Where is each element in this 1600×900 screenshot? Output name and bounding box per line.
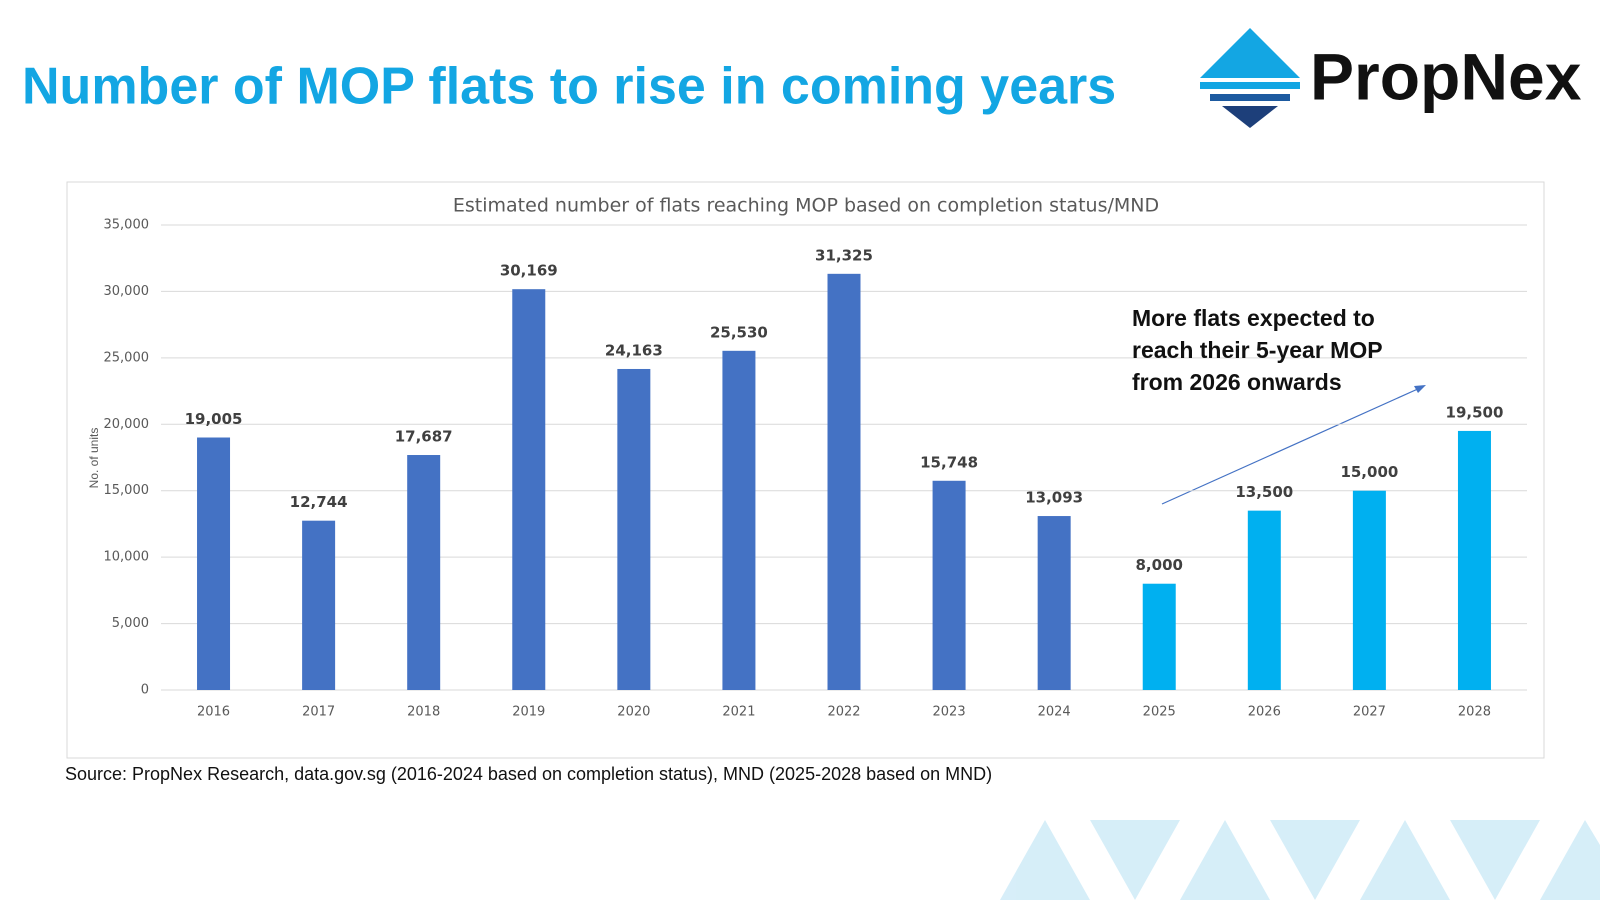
- logo-text: PropNex: [1310, 39, 1582, 113]
- annotation: More flats expected to: [1132, 305, 1375, 331]
- annotation: from 2026 onwards: [1132, 369, 1342, 395]
- bar: [1247, 510, 1281, 690]
- slide-title: Number of MOP flats to rise in coming ye…: [22, 58, 1116, 116]
- value-label: 15,000: [1340, 463, 1398, 481]
- y-tick-label: 35,000: [104, 218, 150, 233]
- chart-frame: [66, 181, 1545, 759]
- value-label: 19,500: [1446, 403, 1504, 421]
- x-tick-label: 2026: [1248, 705, 1281, 720]
- decoration: [1000, 820, 1600, 900]
- bar: [302, 520, 336, 690]
- x-tick-label: 2017: [302, 705, 335, 720]
- value-label: 15,748: [920, 453, 978, 471]
- value-label: 31,325: [815, 246, 873, 264]
- y-tick-label: 15,000: [104, 483, 150, 498]
- bar: [1352, 490, 1386, 690]
- x-tick-label: 2025: [1143, 705, 1176, 720]
- bar: [1037, 516, 1071, 690]
- value-label: 25,530: [710, 323, 768, 341]
- x-tick-label: 2016: [197, 705, 230, 720]
- bar: [827, 273, 861, 690]
- annotation: reach their 5-year MOP: [1132, 337, 1383, 363]
- bar: [512, 289, 546, 690]
- value-label: 24,163: [605, 341, 663, 359]
- x-tick-label: 2021: [722, 705, 755, 720]
- y-tick-label: 20,000: [104, 417, 150, 432]
- bar: [1457, 430, 1491, 690]
- logo-mark: [1200, 28, 1300, 128]
- y-tick-label: 5,000: [112, 616, 149, 631]
- bar: [617, 368, 651, 690]
- bar: [1142, 583, 1176, 690]
- y-tick-label: 30,000: [104, 284, 150, 299]
- bar: [722, 350, 756, 690]
- chart-title: Estimated number of flats reaching MOP b…: [453, 195, 1159, 217]
- x-tick-label: 2020: [617, 705, 650, 720]
- x-tick-label: 2027: [1353, 705, 1386, 720]
- x-tick-label: 2024: [1038, 705, 1071, 720]
- arrow-head: [1414, 385, 1426, 393]
- y-tick-label: 25,000: [104, 350, 150, 365]
- source-note: Source: PropNex Research, data.gov.sg (2…: [65, 764, 992, 784]
- x-tick-label: 2022: [827, 705, 860, 720]
- x-tick-label: 2023: [933, 705, 966, 720]
- y-axis-label: No. of units: [87, 428, 101, 489]
- bar: [197, 437, 231, 690]
- value-label: 30,169: [500, 262, 558, 280]
- y-tick-label: 0: [141, 683, 149, 698]
- x-tick-label: 2019: [512, 705, 545, 720]
- x-tick-label: 2028: [1458, 705, 1491, 720]
- value-label: 8,000: [1136, 556, 1183, 574]
- annotation-arrow: [1161, 387, 1421, 505]
- value-label: 13,093: [1025, 489, 1083, 507]
- bar: [407, 455, 441, 690]
- x-tick-label: 2018: [407, 705, 440, 720]
- bar: [932, 480, 966, 690]
- value-label: 13,500: [1235, 483, 1293, 501]
- value-label: 19,005: [185, 410, 243, 428]
- value-label: 17,687: [395, 428, 453, 446]
- y-tick-label: 10,000: [104, 550, 150, 565]
- value-label: 12,744: [290, 493, 348, 511]
